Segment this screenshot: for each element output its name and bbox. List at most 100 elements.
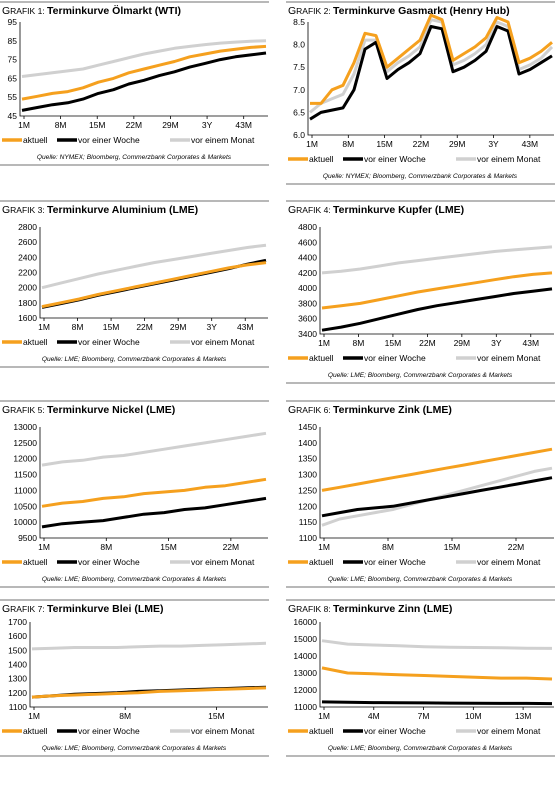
series-line-vor-einer-woche (321, 476, 553, 518)
legend-label-aktuell: aktuell (23, 337, 48, 347)
x-tick-label: 8M (55, 120, 67, 130)
y-tick-label: 1600 (8, 631, 27, 641)
chart-panel-8: GRAFIK 8: Terminkurve Zinn (LME) 11000 120… (286, 598, 555, 786)
axes (307, 22, 554, 136)
y-tick-label: 14000 (293, 651, 317, 661)
x-tick-label: 43M (237, 322, 254, 332)
chart-svg-4: GRAFIK 4: Terminkurve Kupfer (LME) 3400 36… (286, 200, 555, 384)
y-tick-label: 1600 (18, 313, 37, 323)
x-tick-label: 22M (136, 322, 153, 332)
legend-label-vor-einem-monat: vor einem Monat (477, 154, 541, 164)
chart-title: GRAFIK 8: Terminkurve Zinn (LME) (288, 603, 452, 615)
series-line-vor-einem-monat (41, 431, 267, 467)
y-tick-label: 7.5 (293, 62, 305, 72)
y-tick-label: 65 (8, 73, 18, 83)
source-note: Quelle: LME; Bloomberg, Commerzbank Corp… (42, 356, 227, 363)
y-tick-label: 10000 (13, 517, 37, 527)
legend-label-vor-einer-woche: vor einer Woche (364, 557, 426, 567)
chart-panel-2: GRAFIK 2: Terminkurve Gasmarkt (Henry Hu… (286, 0, 555, 188)
x-tick-label: 15M (444, 542, 461, 552)
chart-panel-7: GRAFIK 7: Terminkurve Blei (LME) 1100 1200… (0, 598, 269, 786)
chart-title: GRAFIK 6: Terminkurve Zink (LME) (288, 404, 452, 416)
x-tick-label: 15M (376, 139, 393, 149)
y-tick-label: 2600 (18, 237, 37, 247)
x-tick-label: 29M (170, 322, 187, 332)
series-line-vor-einer-woche (309, 25, 553, 121)
axes (319, 427, 554, 539)
chart-svg-3: GRAFIK 3: Terminkurve Aluminium (LME) 160… (0, 200, 269, 368)
legend-label-vor-einem-monat: vor einem Monat (191, 337, 255, 347)
chart-title: GRAFIK 1: Terminkurve Ölmarkt (WTI) (2, 4, 181, 17)
y-tick-label: 11000 (14, 485, 37, 495)
series-line-vor-einer-woche (21, 51, 267, 112)
legend-label-vor-einem-monat: vor einem Monat (477, 353, 541, 363)
x-tick-label: 22M (223, 542, 240, 552)
x-tick-label: 3Y (202, 120, 213, 130)
y-tick-label: 1400 (8, 660, 27, 670)
legend-label-aktuell: aktuell (23, 557, 48, 567)
y-tick-label: 12000 (13, 454, 37, 464)
chart-svg-6: GRAFIK 6: Terminkurve Zink (LME) 1100 1150… (286, 400, 555, 588)
chart-title: GRAFIK 3: Terminkurve Aluminium (LME) (2, 204, 198, 216)
x-tick-label: 15M (208, 711, 225, 721)
legend-label-vor-einer-woche: vor einer Woche (78, 337, 140, 347)
x-tick-label: 22M (419, 338, 436, 348)
chart-title: GRAFIK 4: Terminkurve Kupfer (LME) (288, 204, 464, 216)
y-tick-label: 11000 (294, 702, 317, 712)
legend-label-aktuell: aktuell (309, 726, 334, 736)
legend-label-aktuell: aktuell (23, 726, 48, 736)
y-tick-label: 1400 (298, 438, 317, 448)
legend-label-vor-einer-woche: vor einer Woche (78, 726, 140, 736)
x-tick-label: 10M (465, 711, 482, 721)
series-line-aktuell (321, 447, 553, 492)
x-tick-label: 7M (418, 711, 430, 721)
series-line-aktuell (41, 477, 267, 508)
chart-panel-4: GRAFIK 4: Terminkurve Kupfer (LME) 3400 36… (286, 199, 555, 387)
y-tick-label: 4200 (298, 268, 317, 278)
y-tick-label: 1700 (8, 617, 27, 627)
x-tick-label: 8M (342, 139, 354, 149)
series-line-aktuell (321, 271, 553, 310)
chart-svg-5: GRAFIK 5: Terminkurve Nickel (LME) 9500 10… (0, 400, 269, 588)
legend-label-aktuell: aktuell (309, 154, 334, 164)
legend-label-vor-einem-monat: vor einem Monat (477, 726, 541, 736)
y-tick-label: 1100 (9, 702, 28, 712)
x-tick-label: 3Y (488, 139, 499, 149)
y-tick-label: 4400 (298, 253, 317, 263)
x-tick-label: 3Y (491, 338, 502, 348)
y-tick-label: 11500 (14, 470, 37, 480)
y-tick-label: 3600 (298, 314, 317, 324)
legend-label-vor-einer-woche: vor einer Woche (78, 135, 140, 145)
x-tick-label: 1M (38, 542, 50, 552)
y-tick-label: 2400 (18, 252, 37, 262)
x-tick-label: 43M (522, 338, 539, 348)
y-tick-label: 13000 (13, 422, 37, 432)
y-tick-label: 1150 (299, 517, 318, 527)
y-tick-label: 1300 (8, 674, 27, 684)
series-line-vor-einer-woche (41, 496, 267, 529)
chart-panel-3: GRAFIK 3: Terminkurve Aluminium (LME) 160… (0, 199, 269, 387)
y-tick-label: 8.0 (293, 40, 305, 50)
y-tick-label: 1250 (298, 485, 317, 495)
x-tick-label: 43M (522, 139, 539, 149)
legend-label-aktuell: aktuell (309, 353, 334, 363)
x-tick-label: 3Y (206, 322, 217, 332)
y-tick-label: 4800 (298, 222, 317, 232)
series-line-aktuell (21, 44, 267, 101)
chart-panel-5: GRAFIK 5: Terminkurve Nickel (LME) 9500 10… (0, 399, 269, 588)
y-tick-label: 6.5 (293, 107, 305, 117)
axes (319, 227, 554, 335)
y-tick-label: 10500 (13, 501, 37, 511)
x-tick-label: 15M (103, 322, 120, 332)
x-tick-label: 43M (235, 120, 252, 130)
y-tick-label: 3800 (298, 298, 317, 308)
y-tick-label: 1500 (8, 645, 27, 655)
y-tick-label: 1200 (8, 688, 27, 698)
y-tick-label: 12500 (13, 438, 37, 448)
series-line-vor-einem-monat (21, 39, 267, 78)
x-tick-label: 13M (515, 711, 532, 721)
chart-svg-1: GRAFIK 1: Terminkurve Ölmarkt (WTI) 45 55 6… (0, 1, 269, 166)
x-tick-label: 1M (18, 120, 30, 130)
series-line-vor-einem-monat (321, 245, 553, 275)
series-line-aktuell (310, 13, 553, 105)
